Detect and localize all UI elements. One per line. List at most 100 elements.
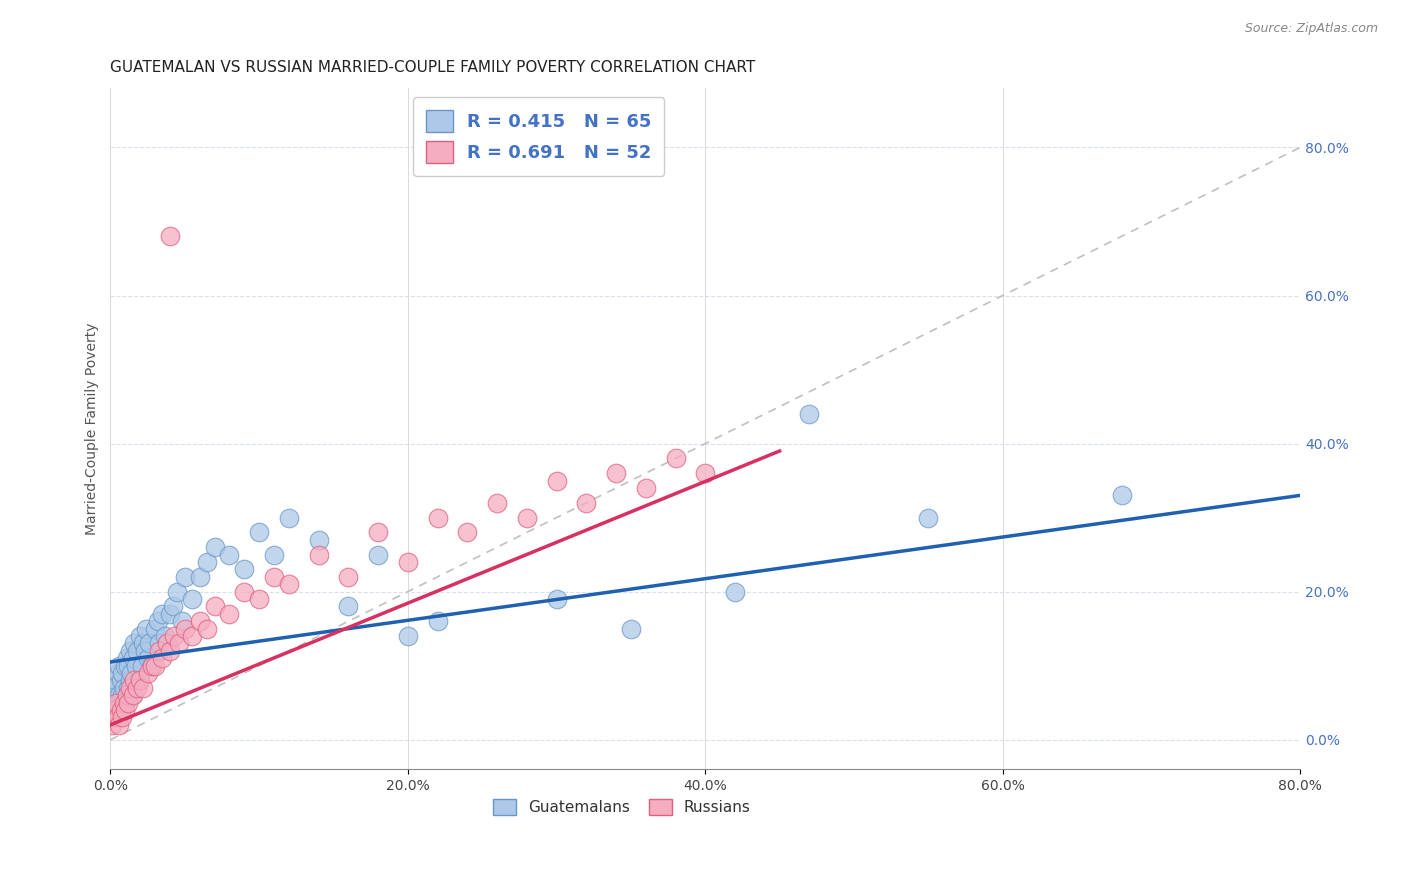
- Point: [122, 636, 145, 650]
- Point: [107, 710, 129, 724]
- Point: [155, 629, 177, 643]
- Point: [108, 658, 131, 673]
- Point: [337, 599, 360, 614]
- Point: [143, 622, 166, 636]
- Point: [181, 629, 204, 643]
- Point: [121, 651, 143, 665]
- Point: [620, 622, 643, 636]
- Point: [308, 548, 330, 562]
- Point: [277, 510, 299, 524]
- Point: [188, 614, 211, 628]
- Point: [337, 570, 360, 584]
- Point: [195, 622, 218, 636]
- Point: [103, 710, 125, 724]
- Point: [396, 555, 419, 569]
- Point: [233, 584, 256, 599]
- Point: [107, 703, 129, 717]
- Point: [664, 451, 686, 466]
- Point: [486, 496, 509, 510]
- Point: [605, 466, 627, 480]
- Point: [163, 629, 186, 643]
- Point: [546, 474, 568, 488]
- Point: [218, 548, 240, 562]
- Point: [115, 688, 138, 702]
- Point: [114, 658, 136, 673]
- Point: [105, 696, 128, 710]
- Point: [117, 658, 139, 673]
- Point: [110, 703, 132, 717]
- Point: [104, 673, 127, 688]
- Point: [129, 673, 152, 688]
- Point: [110, 673, 132, 688]
- Point: [799, 407, 821, 421]
- Point: [148, 636, 170, 650]
- Point: [218, 607, 240, 621]
- Point: [917, 510, 939, 524]
- Point: [121, 688, 143, 702]
- Point: [129, 629, 152, 643]
- Point: [118, 673, 141, 688]
- Point: [127, 644, 149, 658]
- Point: [112, 681, 135, 695]
- Point: [143, 658, 166, 673]
- Point: [263, 548, 285, 562]
- Point: [111, 688, 134, 702]
- Point: [396, 629, 419, 643]
- Point: [188, 570, 211, 584]
- Point: [156, 636, 179, 650]
- Point: [108, 718, 131, 732]
- Point: [127, 681, 149, 695]
- Point: [101, 718, 124, 732]
- Point: [308, 533, 330, 547]
- Point: [162, 599, 184, 614]
- Point: [125, 658, 148, 673]
- Point: [152, 651, 174, 665]
- Point: [181, 592, 204, 607]
- Point: [138, 636, 160, 650]
- Point: [148, 644, 170, 658]
- Point: [204, 540, 226, 554]
- Point: [426, 510, 449, 524]
- Text: GUATEMALAN VS RUSSIAN MARRIED-COUPLE FAMILY POVERTY CORRELATION CHART: GUATEMALAN VS RUSSIAN MARRIED-COUPLE FAM…: [111, 60, 755, 75]
- Point: [159, 607, 181, 621]
- Point: [132, 636, 155, 650]
- Point: [111, 710, 134, 724]
- Point: [135, 622, 157, 636]
- Point: [204, 599, 226, 614]
- Point: [121, 688, 143, 702]
- Point: [173, 570, 195, 584]
- Point: [1111, 488, 1133, 502]
- Point: [117, 681, 139, 695]
- Y-axis label: Married-Couple Family Poverty: Married-Couple Family Poverty: [86, 323, 100, 535]
- Legend: Guatemalans, Russians: Guatemalans, Russians: [485, 792, 758, 823]
- Point: [108, 688, 131, 702]
- Point: [111, 666, 134, 681]
- Point: [122, 673, 145, 688]
- Point: [139, 658, 162, 673]
- Point: [367, 525, 389, 540]
- Point: [166, 584, 188, 599]
- Point: [575, 496, 598, 510]
- Point: [104, 703, 127, 717]
- Point: [277, 577, 299, 591]
- Point: [159, 644, 181, 658]
- Point: [152, 607, 174, 621]
- Point: [167, 636, 190, 650]
- Point: [247, 592, 270, 607]
- Point: [516, 510, 538, 524]
- Point: [456, 525, 478, 540]
- Text: Source: ZipAtlas.com: Source: ZipAtlas.com: [1244, 22, 1378, 36]
- Point: [233, 562, 256, 576]
- Point: [128, 673, 150, 688]
- Point: [146, 614, 169, 628]
- Point: [110, 696, 132, 710]
- Point: [546, 592, 568, 607]
- Point: [101, 688, 124, 702]
- Point: [112, 696, 135, 710]
- Point: [263, 570, 285, 584]
- Point: [131, 658, 153, 673]
- Point: [114, 696, 136, 710]
- Point: [114, 703, 136, 717]
- Point: [724, 584, 747, 599]
- Point: [159, 229, 181, 244]
